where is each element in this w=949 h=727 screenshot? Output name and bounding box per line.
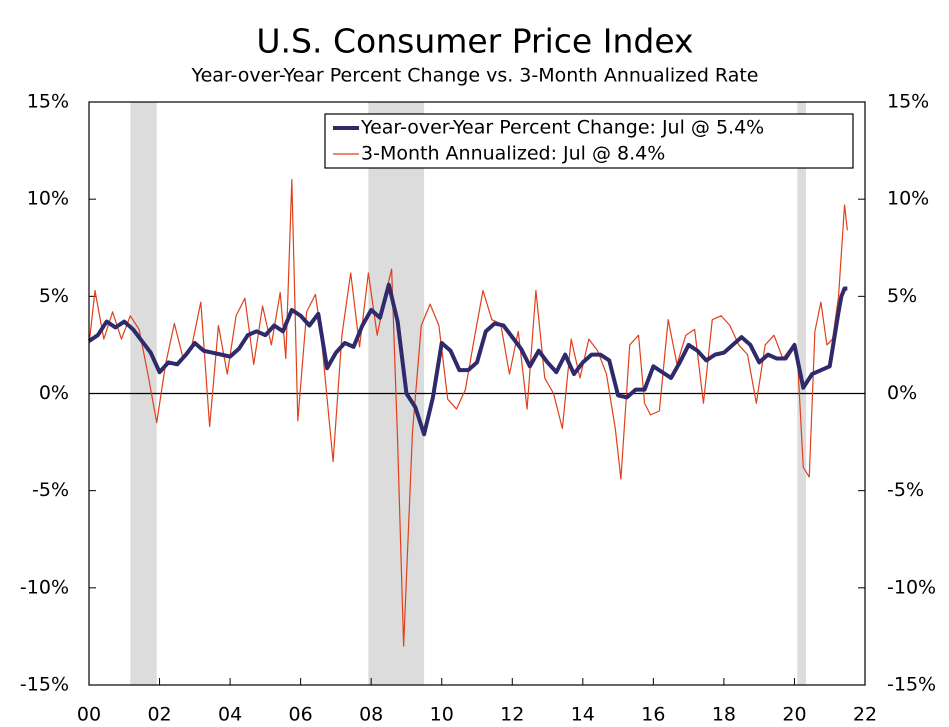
y2-tick-label: -10% (887, 576, 936, 598)
y-tick-label: -10% (20, 576, 69, 598)
x-tick-label: 14 (571, 704, 595, 726)
y-tick-label: -5% (32, 479, 69, 501)
y2-tick-label: 15% (887, 91, 929, 113)
x-tick-label: 08 (359, 704, 383, 726)
x-tick-label: 22 (853, 704, 877, 726)
chart-title: U.S. Consumer Price Index (256, 22, 693, 61)
y2-tick-label: 10% (887, 188, 929, 210)
y2-tick-label: -15% (887, 674, 936, 696)
legend-label: 3-Month Annualized: Jul @ 8.4% (361, 143, 665, 165)
x-tick-label: 10 (430, 704, 454, 726)
y2-tick-label: -5% (887, 479, 924, 501)
x-tick-label: 16 (641, 704, 665, 726)
y-tick-label: -15% (20, 674, 69, 696)
x-tick-label: 06 (289, 704, 313, 726)
y-tick-label: 15% (27, 91, 69, 113)
legend-box (324, 113, 854, 169)
x-tick-label: 04 (218, 704, 242, 726)
series-line (88, 179, 848, 647)
y2-tick-label: 0% (887, 382, 917, 404)
x-tick-label: 00 (77, 704, 101, 726)
y-tick-label: 5% (39, 285, 69, 307)
y2-tick-label: 5% (887, 285, 917, 307)
x-tick-label: 02 (147, 704, 171, 726)
legend-label: Year-over-Year Percent Change: Jul @ 5.4… (360, 117, 764, 139)
series-line (87, 282, 848, 437)
x-tick-label: 20 (782, 704, 806, 726)
x-tick-label: 18 (712, 704, 736, 726)
plot-frame (88, 101, 866, 686)
x-tick-label: 12 (500, 704, 524, 726)
chart-subtitle: Year-over-Year Percent Change vs. 3-Mont… (191, 65, 759, 87)
y-tick-label: 10% (27, 188, 69, 210)
y-tick-label: 0% (39, 382, 69, 404)
